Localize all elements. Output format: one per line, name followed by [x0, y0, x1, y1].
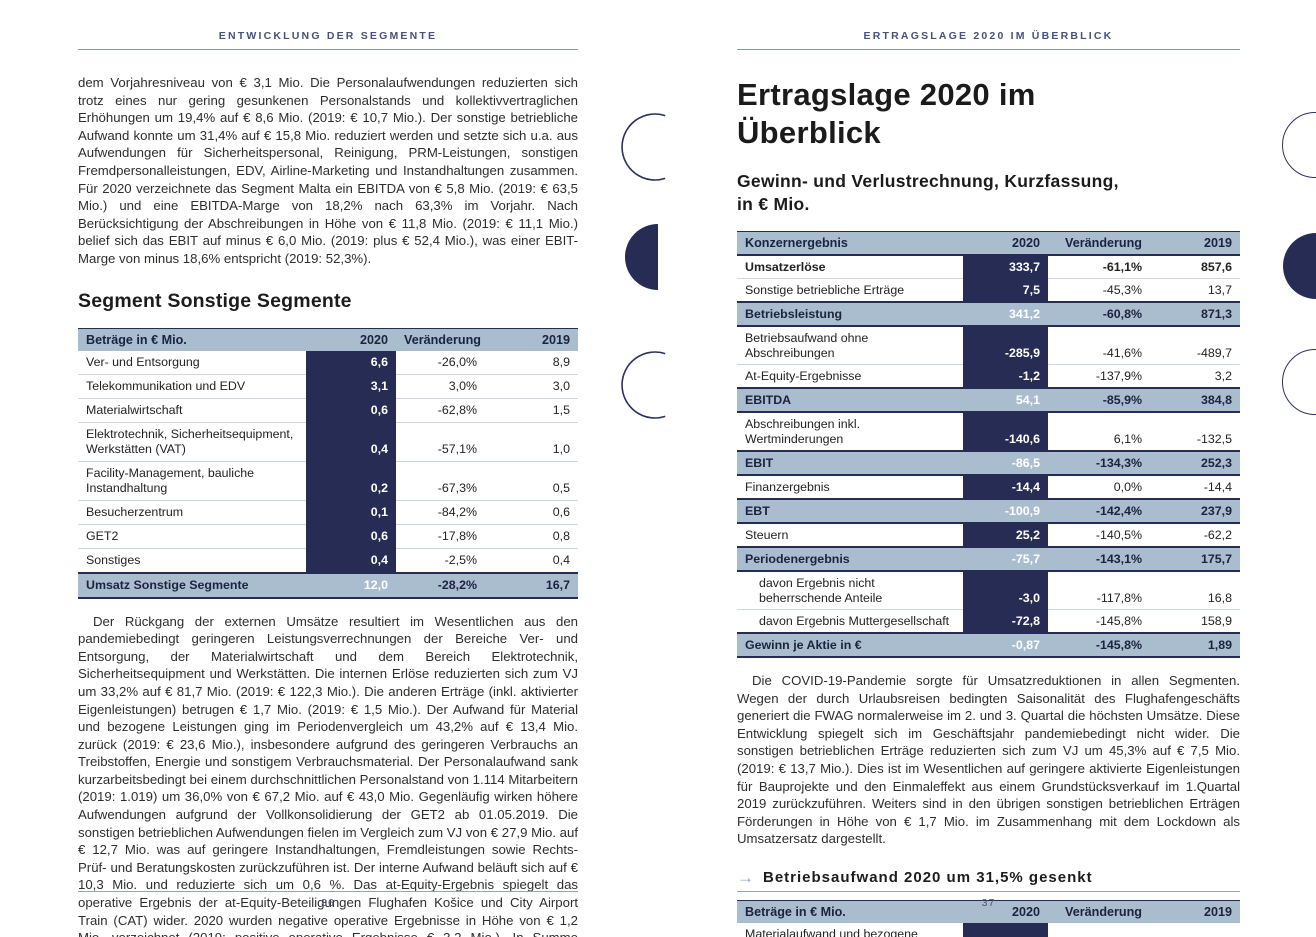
table-row: Steuern 25,2 -140,5% -62,2 — [737, 523, 1240, 548]
table-subtotal-row: Gewinn je Aktie in € -0,87 -145,8% 1,89 — [737, 632, 1240, 658]
gutter-arc-bottom-icon — [621, 351, 666, 419]
running-head-left: ENTWICKLUNG DER SEGMENTE — [78, 30, 578, 50]
expense-table: Beträge in € Mio. 2020 Veränderung 2019 … — [737, 899, 1240, 937]
table-subtotal-row: EBITDA 54,1 -85,9% 384,8 — [737, 387, 1240, 413]
table-row: Elektrotechnik, Sicherheitsequipment, We… — [78, 422, 578, 462]
table-subtotal-row: EBT -100,9 -142,4% 237,9 — [737, 498, 1240, 524]
pnl-table: Konzernergebnis 2020 Veränderung 2019 Um… — [737, 231, 1240, 658]
table-row: Ver- und Entsorgung 6,6 -26,0% 8,9 — [78, 350, 578, 375]
table-row: davon Ergebnis nicht beherrschende Antei… — [737, 571, 1240, 610]
arrow-heading: → Betriebsaufwand 2020 um 31,5% gesenkt — [737, 868, 1240, 888]
edge-circle-filled-icon — [1283, 233, 1316, 299]
table-row: Sonstiges 0,4 -2,5% 0,4 — [78, 548, 578, 574]
arrow-heading-label: Betriebsaufwand 2020 um 31,5% gesenkt — [763, 869, 1093, 887]
table-row: GET2 0,6 -17,8% 0,8 — [78, 524, 578, 549]
footer-rule — [737, 891, 1240, 892]
table-row: Betriebsaufwand ohne Abschreibungen -285… — [737, 326, 1240, 365]
page-title: Ertragslage 2020 im Überblick — [737, 77, 1036, 150]
edge-circle-bottom-icon — [1282, 349, 1316, 415]
table-row: Sonstige betriebliche Erträge 7,5 -45,3%… — [737, 278, 1240, 303]
table-subtotal-row: Periodenergebnis -75,7 -143,1% 175,7 — [737, 546, 1240, 572]
page-36: ENTWICKLUNG DER SEGMENTE dem Vorjahresni… — [78, 30, 578, 937]
table-row: Facility-Management, bauliche Instandhal… — [78, 461, 578, 501]
table-row: Abschreibungen inkl. Wertminderungen -14… — [737, 412, 1240, 452]
table-row: Besucherzentrum 0,1 -84,2% 0,6 — [78, 500, 578, 525]
table-row: Finanzergebnis -14,4 0,0% -14,4 — [737, 475, 1240, 500]
table-row: davon Ergebnis Muttergesellschaft -72,8 … — [737, 609, 1240, 634]
page-37: ERTRAGSLAGE 2020 IM ÜBERBLICK Ertragslag… — [737, 30, 1240, 937]
footer-rule — [78, 891, 578, 892]
segment-table: Beträge in € Mio. 2020 Veränderung 2019 … — [78, 327, 578, 599]
paragraph-malta-segment: dem Vorjahresniveau von € 3,1 Mio. Die P… — [78, 75, 578, 266]
table-header-row: Konzernergebnis 2020 Veränderung 2019 — [737, 231, 1240, 256]
footer-left: 36 — [78, 891, 578, 909]
arrow-right-icon: → — [737, 867, 754, 887]
table-row: At-Equity-Ergebnisse -1,2 -137,9% 3,2 — [737, 364, 1240, 389]
edge-circle-top-icon — [1282, 112, 1316, 178]
gutter-halfdisc-icon — [625, 224, 658, 290]
table-header-row: Beträge in € Mio. 2020 Veränderung 2019 — [78, 327, 578, 351]
table-total-row: Umsatz Sonstige Segmente 12,0 -28,2% 16,… — [78, 571, 578, 599]
table-row: Materialwirtschaft 0,6 -62,8% 1,5 — [78, 398, 578, 423]
section-heading-sonstige-segmente: Segment Sonstige Segmente — [78, 289, 352, 312]
gutter-arc-top-icon — [621, 113, 666, 181]
page-subtitle: Gewinn- und Verlustrechnung, Kurzfassung… — [737, 171, 1119, 214]
page-number-36: 36 — [321, 897, 335, 909]
paragraph-sonstige-segmente: Der Rückgang der externen Umsätze result… — [78, 613, 578, 937]
paragraph-covid: Die COVID-19-Pandemie sorgte für Umsatzr… — [737, 673, 1240, 847]
table-header-row: Beträge in € Mio. 2020 Veränderung 2019 — [737, 899, 1240, 923]
table-subtotal-row: EBIT -86,5 -134,3% 252,3 — [737, 450, 1240, 476]
running-head-right: ERTRAGSLAGE 2020 IM ÜBERBLICK — [737, 30, 1240, 50]
table-row: Telekommunikation und EDV 3,1 3,0% 3,0 — [78, 374, 578, 399]
table-row: Materialaufwand und bezogene Leistungen … — [737, 922, 1240, 937]
footer-right: 37 — [737, 891, 1240, 909]
table-row: Umsatzerlöse 333,7 -61,1% 857,6 — [737, 255, 1240, 279]
page-number-37: 37 — [981, 897, 996, 909]
table-subtotal-row: Betriebsleistung 341,2 -60,8% 871,3 — [737, 301, 1240, 327]
